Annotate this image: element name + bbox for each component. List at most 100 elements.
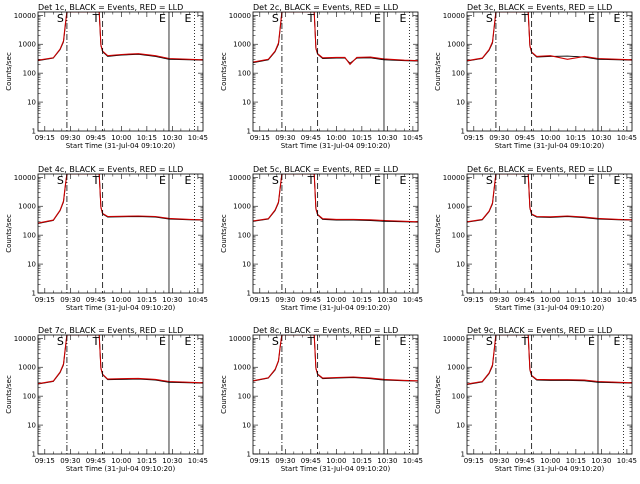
y-tick-label: 1000	[233, 203, 251, 211]
panel-3: Det 3c, BLACK = Events, RED = LLD 1 10 100 1…	[434, 3, 637, 150]
marker-label: S	[57, 12, 64, 25]
y-tick-label: 10000	[14, 335, 36, 343]
marker-label: E	[184, 12, 191, 25]
x-axis-label: Start Time (31-Jul-04 09:10:20)	[66, 465, 176, 473]
y-tick-label: 1	[461, 290, 465, 298]
x-tick-label: 10:15	[137, 296, 157, 304]
x-tick-label: 09:45	[86, 296, 106, 304]
y-tick-label: 100	[23, 232, 36, 240]
panel-plot-area	[38, 12, 203, 62]
y-tick-label: 100	[452, 232, 465, 240]
panel-5: Det 5c, BLACK = Events, RED = LLD 1 10 100 1…	[220, 165, 423, 312]
y-tick-label: 1000	[447, 203, 465, 211]
panel-title: Det 2c, BLACK = Events, RED = LLD	[253, 3, 398, 12]
x-tick-label: 09:15	[464, 296, 484, 304]
marker-label: T	[307, 174, 315, 187]
marker-label: S	[272, 335, 279, 348]
x-tick-label: 09:15	[250, 296, 270, 304]
y-tick-label: 10	[242, 422, 251, 430]
marker-label: E	[374, 12, 381, 25]
series-line-lld	[467, 12, 632, 62]
marker-label: E	[588, 174, 595, 187]
x-tick-label: 10:45	[403, 134, 423, 142]
y-tick-label: 1	[247, 290, 251, 298]
marker-label: E	[399, 174, 406, 187]
panel-title: Det 8c, BLACK = Events, RED = LLD	[253, 326, 398, 335]
series-line-lld	[253, 174, 418, 223]
x-tick-label: 09:45	[301, 457, 321, 465]
y-tick-label: 1	[32, 290, 36, 298]
x-tick-label: 10:00	[111, 296, 131, 304]
y-tick-label: 10	[456, 99, 465, 107]
x-tick-label: 10:30	[162, 134, 182, 142]
x-tick-label: 09:15	[464, 134, 484, 142]
marker-label: T	[92, 12, 100, 25]
y-tick-label: 10	[242, 99, 251, 107]
x-axis-label: Start Time (31-Jul-04 09:10:20)	[281, 304, 391, 312]
marker-label: S	[272, 174, 279, 187]
x-tick-label: 10:00	[540, 296, 560, 304]
marker-label: T	[92, 174, 100, 187]
y-tick-label: 10000	[443, 174, 465, 182]
y-tick-label: 100	[238, 232, 251, 240]
series-line-lld	[38, 335, 203, 385]
y-tick-label: 10000	[443, 12, 465, 20]
panel-title: Det 9c, BLACK = Events, RED = LLD	[467, 326, 612, 335]
x-tick-label: 10:15	[566, 296, 586, 304]
y-tick-label: 1000	[447, 364, 465, 372]
marker-label: E	[159, 335, 166, 348]
x-tick-label: 09:45	[86, 134, 106, 142]
x-tick-label: 10:30	[377, 134, 397, 142]
panel-title: Det 1c, BLACK = Events, RED = LLD	[38, 3, 183, 12]
marker-label: E	[613, 335, 620, 348]
x-tick-label: 10:30	[591, 457, 611, 465]
x-tick-label: 10:30	[162, 457, 182, 465]
series-line-lld	[38, 12, 203, 61]
marker-label: S	[486, 174, 493, 187]
marker-label: E	[374, 174, 381, 187]
x-tick-label: 10:00	[326, 134, 346, 142]
panel-frame	[466, 173, 633, 294]
x-tick-label: 09:15	[35, 134, 55, 142]
panel-title: Det 4c, BLACK = Events, RED = LLD	[38, 165, 183, 174]
panel-title: Det 5c, BLACK = Events, RED = LLD	[253, 165, 398, 174]
y-tick-label: 10000	[229, 174, 251, 182]
y-tick-label: 100	[238, 70, 251, 78]
y-tick-label: 1	[461, 451, 465, 459]
x-tick-label: 09:15	[250, 134, 270, 142]
marker-label: T	[521, 12, 529, 25]
x-tick-label: 10:15	[352, 296, 372, 304]
x-tick-label: 10:45	[617, 134, 637, 142]
series-line-lld	[253, 335, 418, 382]
panel-plot-area	[467, 174, 632, 223]
x-axis-label: Start Time (31-Jul-04 09:10:20)	[495, 465, 605, 473]
panel-frame	[37, 334, 204, 455]
panel-frame	[466, 334, 633, 455]
y-tick-label: 10000	[14, 174, 36, 182]
x-tick-label: 10:45	[188, 134, 208, 142]
x-tick-label: 09:45	[301, 296, 321, 304]
y-tick-label: 100	[238, 393, 251, 401]
x-tick-label: 09:15	[464, 457, 484, 465]
marker-label: S	[272, 12, 279, 25]
marker-label: E	[399, 335, 406, 348]
y-tick-label: 1	[461, 128, 465, 136]
marker-label: S	[57, 174, 64, 187]
panel-frame	[37, 173, 204, 294]
y-tick-label: 1000	[447, 41, 465, 49]
marker-label: E	[588, 12, 595, 25]
x-tick-label: 09:15	[250, 457, 270, 465]
x-tick-label: 10:00	[111, 134, 131, 142]
x-tick-label: 09:45	[515, 134, 535, 142]
x-tick-label: 09:15	[35, 296, 55, 304]
panel-frame	[37, 11, 204, 132]
x-axis-label: Start Time (31-Jul-04 09:10:20)	[66, 142, 176, 150]
panel-frame	[252, 334, 419, 455]
x-tick-label: 10:30	[162, 296, 182, 304]
panel-title: Det 6c, BLACK = Events, RED = LLD	[467, 165, 612, 174]
x-tick-label: 09:30	[489, 296, 509, 304]
panel-plot-area	[467, 12, 632, 62]
panel-2: Det 2c, BLACK = Events, RED = LLD 1 10 100 1…	[220, 3, 423, 150]
y-tick-label: 1	[247, 451, 251, 459]
